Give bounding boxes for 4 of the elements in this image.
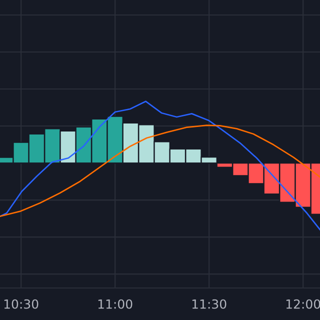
x-tick-label: 11:00 [98,299,132,309]
x-tick-label: 11:30 [192,299,226,309]
x-tick-label: 10:30 [4,299,38,309]
x-tick-label: 12:00 [286,299,320,309]
